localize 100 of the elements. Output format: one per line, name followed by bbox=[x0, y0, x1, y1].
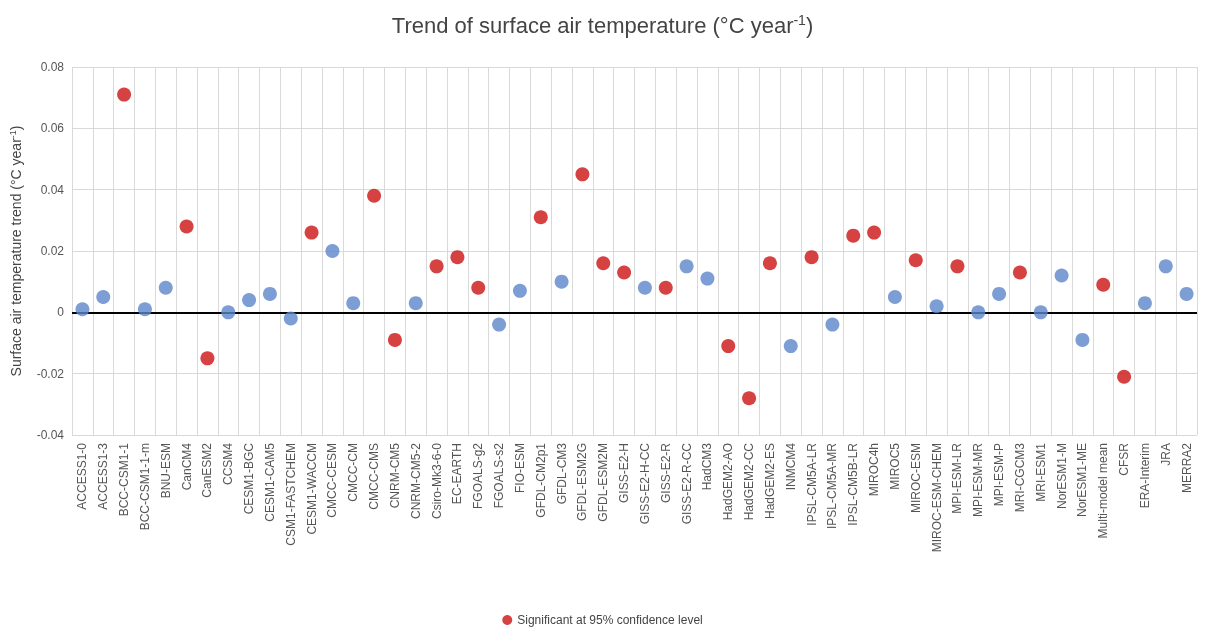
point bbox=[887, 290, 902, 304]
x-tick-label: CNRM-CM5 bbox=[387, 442, 402, 509]
point bbox=[1096, 277, 1111, 292]
x-tick-label: Multi-model mean bbox=[1096, 443, 1111, 539]
point bbox=[1158, 259, 1173, 274]
y-tick-label: 0.02 bbox=[40, 244, 65, 258]
point bbox=[908, 253, 923, 268]
point bbox=[846, 228, 861, 243]
y-tick-label: 0.06 bbox=[40, 121, 65, 136]
point bbox=[721, 339, 736, 354]
x-tick-label: JRA bbox=[1158, 443, 1173, 466]
x-tick-label: CanCM4 bbox=[179, 442, 194, 491]
x-tick-label: MIROC4h bbox=[867, 443, 882, 497]
x-tick-label: MRI-ESM1 bbox=[1033, 442, 1048, 502]
x-tick-label: MPI-ESM-LR bbox=[950, 442, 965, 514]
point bbox=[929, 299, 944, 314]
x-tick-label: GFDL-ESM2G bbox=[575, 443, 590, 522]
x-tick-label: INMCM4 bbox=[783, 442, 798, 491]
point bbox=[75, 302, 90, 317]
x-tick-label: NorESM1-ME bbox=[1075, 443, 1090, 518]
x-tick-label: ACCESS1-3 bbox=[96, 442, 111, 510]
point bbox=[346, 296, 361, 311]
point bbox=[242, 293, 257, 308]
x-tick-label: EC-EARTH bbox=[450, 443, 465, 505]
x-tick-label: MPI-ESM-MR bbox=[971, 442, 986, 517]
x-tick-label: HadGEM2-AO bbox=[721, 443, 736, 521]
point bbox=[471, 280, 486, 295]
x-tick-label: ACCESS1-0 bbox=[75, 442, 90, 510]
x-tick-label: GFDL-ESM2M bbox=[596, 443, 611, 522]
x-tick-label: ERA-Interim bbox=[1137, 443, 1152, 509]
y-tick-label: 0 bbox=[57, 305, 65, 320]
x-tick-label: CMCC-CMS bbox=[367, 443, 382, 510]
x-tick-label: HadGEM2-CC bbox=[742, 442, 757, 521]
point bbox=[867, 225, 882, 240]
x-tick-label: BNU-ESM bbox=[158, 443, 173, 499]
point bbox=[533, 210, 548, 225]
point bbox=[367, 188, 382, 203]
x-tick-label: CanESM2 bbox=[200, 442, 215, 498]
y-tick-label: 0.08 bbox=[40, 60, 65, 74]
x-tick-label: IPSL-CM5A-LR bbox=[804, 442, 819, 526]
x-tick-label: CESM1-BGC bbox=[242, 442, 257, 515]
point bbox=[825, 317, 840, 332]
point bbox=[992, 286, 1007, 301]
y-tick-label: -0.02 bbox=[36, 366, 65, 381]
point bbox=[1012, 265, 1027, 280]
x-tick-label: CFSR bbox=[1117, 442, 1132, 476]
point bbox=[762, 256, 777, 271]
x-tick-label: HadCM3 bbox=[700, 442, 715, 491]
x-tick-label: CNRM-CM5-2 bbox=[408, 442, 423, 519]
point bbox=[1033, 305, 1048, 320]
point bbox=[742, 391, 757, 406]
point bbox=[200, 351, 215, 366]
x-tick-label: FIO-ESM bbox=[512, 443, 527, 493]
x-tick-label: BCC-CSM1-1-m bbox=[137, 443, 152, 531]
point bbox=[783, 339, 798, 354]
point bbox=[1075, 332, 1090, 347]
point bbox=[429, 259, 444, 274]
point bbox=[804, 250, 819, 265]
x-tick-label: CCSM4 bbox=[221, 442, 236, 486]
point bbox=[575, 167, 590, 182]
point bbox=[1179, 286, 1194, 301]
y-tick-label: 0.04 bbox=[40, 182, 65, 197]
x-tick-label: IPSL-CM5B-LR bbox=[846, 442, 861, 526]
x-tick-label: FGOALS-s2 bbox=[492, 442, 507, 509]
point bbox=[1054, 268, 1069, 283]
x-tick-label: IPSL-CM5A-MR bbox=[825, 442, 840, 530]
point bbox=[387, 332, 402, 347]
x-tick-label: Csiro-Mk3-6-0 bbox=[429, 442, 444, 520]
point bbox=[158, 280, 173, 295]
point bbox=[554, 274, 569, 289]
x-tick-label: GFDL-CM3 bbox=[554, 442, 569, 505]
x-tick-label: NorESM1-M bbox=[1054, 443, 1069, 510]
point bbox=[304, 225, 319, 240]
point bbox=[179, 219, 194, 234]
x-tick-label: MPI-ESM-P bbox=[992, 443, 1007, 507]
x-tick-label: MIROC5 bbox=[887, 442, 902, 490]
point bbox=[96, 290, 111, 304]
point bbox=[137, 302, 152, 317]
legend-label: Significant at 95% confidence level bbox=[517, 613, 703, 627]
x-tick-label: GISS-E2-R bbox=[658, 442, 673, 504]
point bbox=[1117, 369, 1132, 384]
point bbox=[1137, 296, 1152, 311]
point bbox=[596, 256, 611, 271]
y-tick-label: -0.04 bbox=[36, 428, 65, 442]
point bbox=[408, 296, 423, 311]
point bbox=[658, 280, 673, 295]
point bbox=[117, 87, 132, 102]
point bbox=[637, 280, 652, 295]
point bbox=[700, 271, 715, 286]
x-tick-label: HadGEM2-ES bbox=[762, 443, 777, 520]
x-tick-label: GISS-E2-H bbox=[617, 443, 632, 504]
point bbox=[971, 305, 986, 320]
x-tick-label: BCC-CSM1-1 bbox=[117, 442, 132, 517]
point bbox=[617, 265, 632, 280]
x-tick-label: GISS-E2-H-CC bbox=[637, 442, 652, 525]
point bbox=[450, 250, 465, 265]
point bbox=[512, 283, 527, 298]
x-tick-label: FGOALS-g2 bbox=[471, 442, 486, 510]
point bbox=[283, 311, 298, 326]
point bbox=[221, 305, 236, 320]
